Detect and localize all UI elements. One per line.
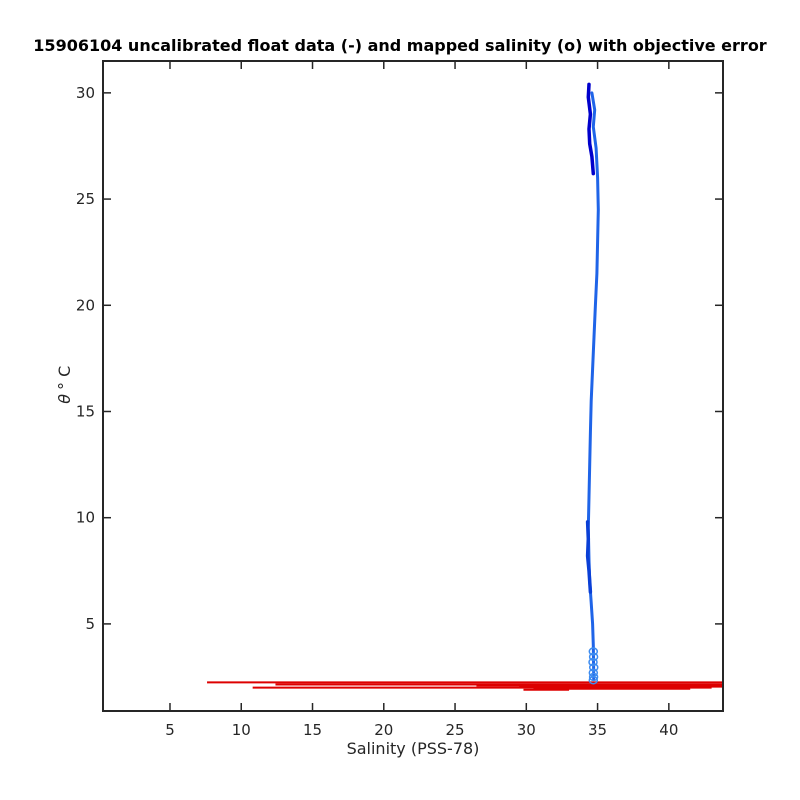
- mapped-salinity-point-0: [588, 647, 599, 656]
- x-tick-label-40: 40: [659, 721, 678, 739]
- x-tick-label-15: 15: [303, 721, 322, 739]
- x-tick-label-35: 35: [588, 721, 607, 739]
- mapped-salinity-point-1: [588, 652, 599, 662]
- y-tick-label-5: 5: [85, 615, 95, 633]
- y-axis-label-symbol: θ: [55, 394, 74, 404]
- chart-title: 15906104 uncalibrated float data (-) and…: [33, 36, 767, 55]
- x-tick-label-5: 5: [165, 721, 175, 739]
- x-tick-label-25: 25: [445, 721, 464, 739]
- y-tick-label-20: 20: [76, 296, 95, 314]
- y-tick-label-25: 25: [76, 190, 95, 208]
- float-profile-upper-line: [586, 82, 596, 176]
- y-tick-label-15: 15: [76, 402, 95, 420]
- float-profile-main-line: [586, 91, 600, 681]
- x-tick-label-30: 30: [517, 721, 536, 739]
- x-tick-label-10: 10: [232, 721, 251, 739]
- mapped-salinity-point-5: [588, 672, 599, 682]
- plot-frame: [102, 60, 724, 712]
- y-tick-label-30: 30: [76, 84, 95, 102]
- x-axis-label: Salinity (PSS-78): [347, 739, 480, 758]
- mapped-salinity-point-2: [588, 657, 598, 667]
- y-axis-label: θ ° C: [55, 366, 74, 404]
- x-tick-label-20: 20: [374, 721, 393, 739]
- ticks-layer: 5 10 15 20 25 30 35 40 5 10 15 20 25 30: [76, 61, 723, 739]
- mapped-salinity-point-3: [588, 663, 599, 672]
- float-profile-deep-line: [585, 520, 593, 594]
- mapped-salinity-point-6: [588, 675, 599, 685]
- y-axis-label-unit: ° C: [55, 366, 74, 390]
- marks-layer: [207, 82, 723, 691]
- y-tick-label-10: 10: [76, 509, 95, 527]
